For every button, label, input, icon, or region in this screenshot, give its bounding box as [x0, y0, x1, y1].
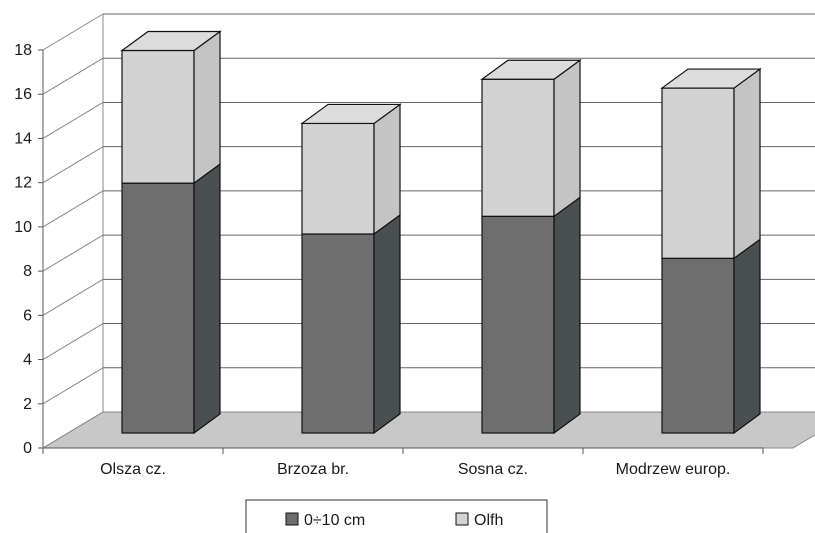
bar-top	[660, 68, 762, 89]
y-tick-label: 16	[14, 86, 32, 103]
side-wall-gridline	[42, 411, 104, 449]
legend-swatch	[285, 512, 299, 526]
y-tick-label: 6	[23, 307, 32, 324]
side-wall-gridline	[42, 323, 104, 360]
side-wall-gridline	[42, 367, 104, 405]
bar-0-10cm-side	[733, 238, 761, 435]
x-category-label: Sosna cz.	[458, 461, 528, 478]
y-tick-label: 0	[23, 440, 32, 457]
x-category-label: Brzoza br.	[277, 461, 349, 478]
bar-olfh	[661, 87, 735, 259]
side-wall-gridline	[42, 13, 104, 51]
y-axis-ticks: 0 2 4 6 8 10 12 14 16 18	[14, 42, 43, 457]
bar-0-10cm-side	[553, 196, 581, 435]
y-tick-label: 2	[23, 396, 32, 413]
side-wall-gridline	[42, 234, 104, 272]
side-wall-gridline	[42, 57, 104, 95]
bar-olfh-side	[553, 59, 581, 218]
bar-olfh	[301, 122, 375, 235]
bar-top	[300, 103, 402, 125]
bar-olfh-side	[733, 67, 761, 260]
bar-0-10cm	[481, 215, 555, 434]
y-tick-label: 10	[14, 219, 32, 236]
side-wall-gridline	[42, 278, 104, 316]
x-axis-categories: Olsza cz. Brzoza br. Sosna cz. Modrzew euro…	[100, 461, 730, 478]
legend-label: Olfh	[474, 512, 503, 529]
x-category-label: Modrzew europ.	[616, 461, 731, 478]
bar-top	[480, 59, 582, 80]
bar-0-10cm-side	[373, 213, 401, 435]
side-wall-gridline	[42, 190, 104, 228]
bar-olfh-side	[373, 103, 401, 236]
y-tick-label: 8	[23, 263, 32, 280]
side-wall-gridline	[42, 102, 104, 139]
y-tick-label: 18	[14, 42, 32, 59]
axes	[41, 13, 815, 454]
bar-olfh-side	[193, 30, 221, 185]
y-tick-label: 12	[14, 175, 32, 192]
legend-label: 0÷10 cm	[304, 512, 365, 529]
bar-0-10cm	[121, 182, 195, 434]
bars	[120, 30, 762, 435]
bar-0-10cm-side	[193, 162, 221, 435]
side-wall-gridline	[42, 146, 104, 184]
x-category-label: Olsza cz.	[100, 461, 166, 478]
y-tick-label: 4	[23, 352, 32, 369]
legend: 0÷10 cm Olfh	[245, 499, 548, 533]
bar-olfh	[121, 49, 195, 184]
bar-0-10cm	[301, 233, 375, 434]
bar-top	[120, 30, 222, 52]
bar-0-10cm	[661, 257, 735, 434]
bar-olfh	[481, 78, 555, 217]
y-tick-label: 14	[14, 130, 32, 147]
legend-swatch	[455, 512, 469, 526]
